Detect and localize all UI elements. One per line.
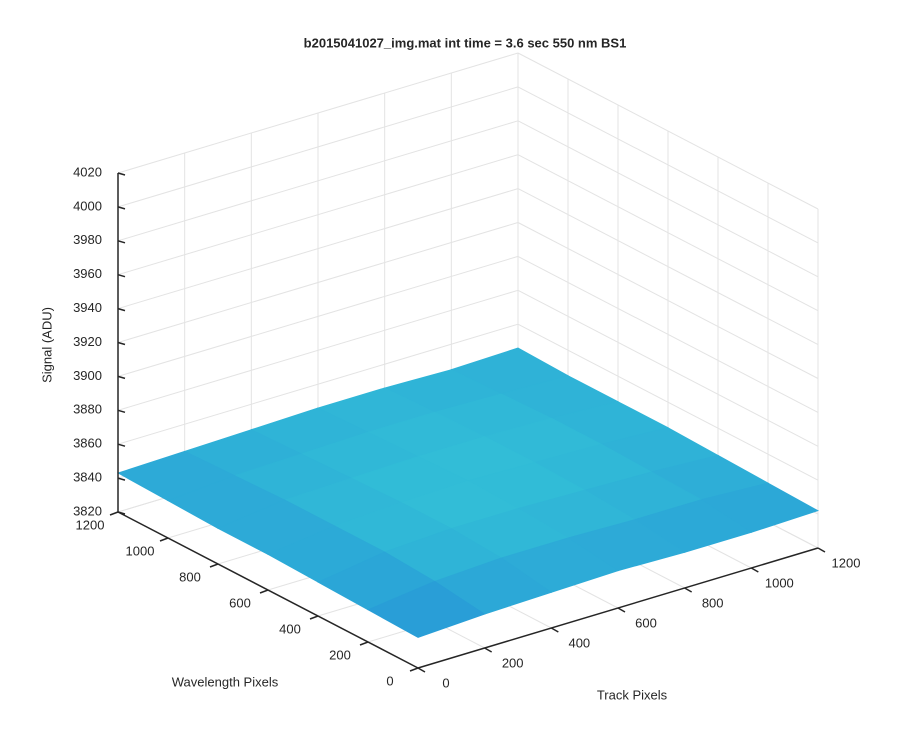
x-tick-label: 1000 xyxy=(765,575,794,590)
x-axis-label: Track Pixels xyxy=(597,687,668,702)
y-tick xyxy=(109,511,119,516)
y-tick-label: 800 xyxy=(179,569,201,584)
x-tick xyxy=(684,587,693,593)
z-tick xyxy=(117,443,126,447)
z-tick-label: 3820 xyxy=(73,503,102,518)
x-tick xyxy=(617,607,626,613)
x-tick-label: 600 xyxy=(635,615,657,630)
z-tick xyxy=(117,307,126,312)
y-tick-label: 400 xyxy=(279,621,301,636)
z-tick-label: 3880 xyxy=(73,402,102,417)
x-tick xyxy=(417,667,426,673)
y-axis-label: Wavelength Pixels xyxy=(172,674,279,689)
z-tick xyxy=(117,206,126,210)
z-tick xyxy=(117,477,126,481)
x-tick xyxy=(817,547,826,553)
y-tick-label: 600 xyxy=(229,595,251,610)
y-tick xyxy=(409,667,419,672)
y-tick xyxy=(309,615,319,620)
z-tick-label: 3960 xyxy=(73,266,102,281)
z-tick xyxy=(117,172,126,176)
z-tick-label: 3900 xyxy=(73,368,102,383)
z-tick-label: 3840 xyxy=(73,470,102,485)
y-tick xyxy=(359,641,369,646)
y-tick-label: 1000 xyxy=(126,543,155,558)
z-tick-label: 4000 xyxy=(73,198,102,213)
y-tick xyxy=(209,563,219,568)
x-tick-label: 400 xyxy=(568,635,590,650)
z-tick-label: 4020 xyxy=(73,164,102,179)
x-tick xyxy=(750,567,759,573)
surface-patch xyxy=(367,580,486,638)
z-tick-label: 3980 xyxy=(73,232,102,247)
y-tick-label: 1200 xyxy=(76,517,105,532)
z-tick xyxy=(117,341,126,346)
y-tick xyxy=(259,589,269,594)
z-tick-label: 3940 xyxy=(73,300,102,315)
x-tick xyxy=(484,647,493,653)
y-tick xyxy=(159,537,169,542)
z-tick xyxy=(117,375,126,380)
z-tick-label: 3920 xyxy=(73,334,102,349)
x-tick xyxy=(550,627,559,633)
x-tick-label: 1200 xyxy=(832,555,861,570)
x-tick-label: 0 xyxy=(442,675,449,690)
z-tick xyxy=(117,240,126,244)
z-tick xyxy=(117,511,126,515)
z-tick xyxy=(117,409,126,414)
z-tick-label: 3860 xyxy=(73,436,102,451)
x-tick-label: 800 xyxy=(702,595,724,610)
y-tick-label: 0 xyxy=(386,673,393,688)
chart-title: b2015041027_img.mat int time = 3.6 sec 5… xyxy=(304,35,627,50)
z-axis-label: Signal (ADU) xyxy=(39,307,54,383)
z-tick xyxy=(117,273,126,278)
x-tick-label: 200 xyxy=(502,655,524,670)
y-tick-label: 200 xyxy=(329,647,351,662)
